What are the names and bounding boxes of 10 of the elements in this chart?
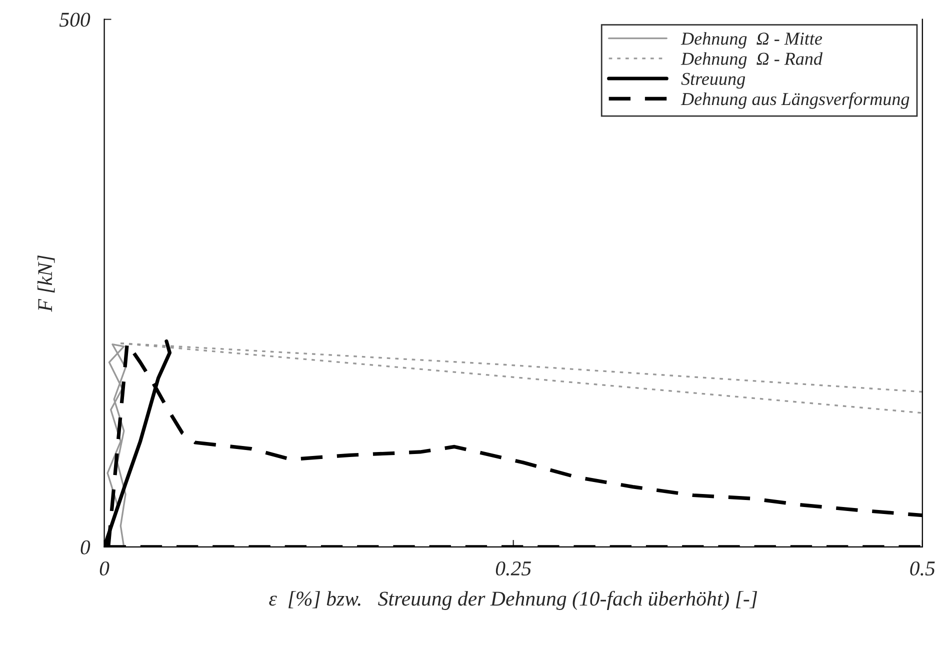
x-axis-title: ε [%] bzw. Streuung der Dehnung (10-fach überhöht) [-] bbox=[269, 590, 758, 610]
x-tick-label: 0.5 bbox=[910, 561, 935, 576]
x-tick-label: 0 bbox=[100, 561, 110, 576]
legend-label: Dehnung Ω - Rand bbox=[680, 52, 823, 69]
y-axis-title: F [kN] bbox=[37, 255, 55, 312]
legend-label: Dehnung Ω - Mitte bbox=[680, 32, 822, 48]
x-tick-label: 0.25 bbox=[496, 561, 531, 576]
legend-label: Streuung bbox=[681, 72, 746, 89]
legend-label: Dehnung aus Längsverformung bbox=[680, 92, 910, 109]
y-tick-label: 500 bbox=[59, 12, 90, 27]
